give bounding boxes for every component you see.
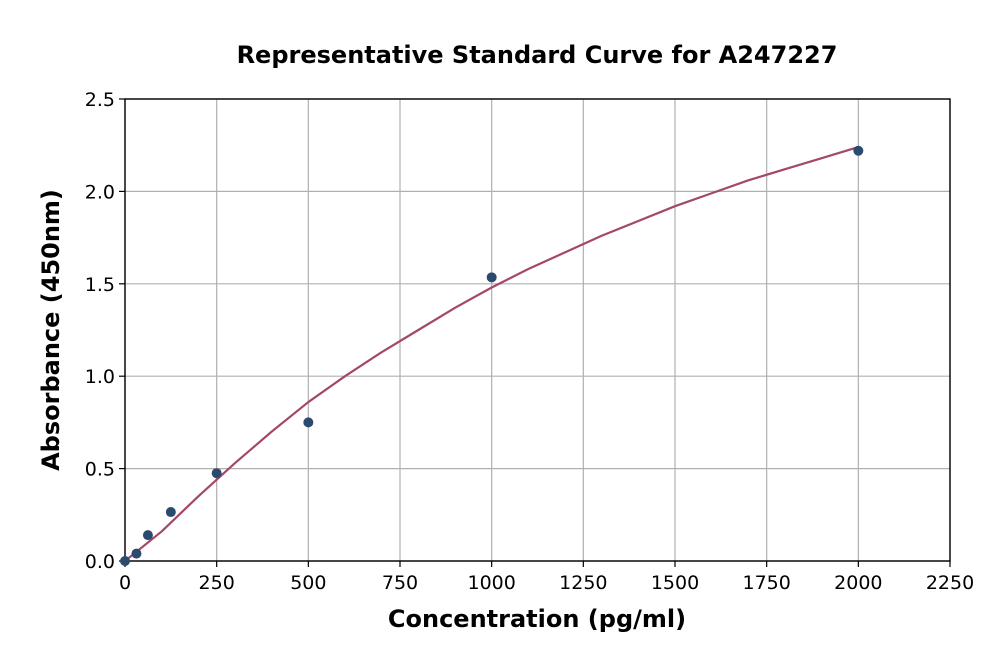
y-tick-label: 0.5 — [85, 459, 115, 481]
y-axis-label: Absorbance (450nm) — [37, 189, 65, 471]
x-tick-label: 1000 — [467, 572, 515, 594]
x-tick-label: 1500 — [651, 572, 699, 594]
y-tick-label: 1.0 — [85, 366, 115, 388]
data-point — [120, 556, 130, 566]
axes — [124, 98, 951, 562]
data-point — [211, 468, 222, 479]
y-tick-label: 2.5 — [85, 89, 115, 111]
x-axis-label: Concentration (pg/ml) — [388, 605, 686, 633]
data-point — [165, 507, 176, 518]
data-point — [142, 530, 153, 541]
data-point — [486, 272, 497, 283]
plot-frame — [124, 98, 951, 562]
x-tick-label: 2000 — [834, 572, 882, 594]
x-tick-label: 1250 — [559, 572, 607, 594]
x-tick-label: 750 — [382, 572, 418, 594]
x-axis-ticks: 0 250 500 750 1000 1250 1500 1750 2000 2250 — [119, 561, 974, 594]
y-tick-label: 2.0 — [85, 181, 115, 203]
fit-curve — [124, 145, 859, 562]
x-tick-label: 2250 — [926, 572, 974, 594]
fit-curve-layer — [124, 145, 859, 562]
data-point — [853, 145, 864, 156]
x-tick-label: 500 — [290, 572, 326, 594]
grid-lines — [124, 98, 951, 562]
chart-title: Representative Standard Curve for A24722… — [237, 41, 838, 69]
y-axis-ticks: 0.0 0.5 1.0 1.5 2.0 2.5 — [85, 89, 125, 573]
data-point — [303, 417, 314, 428]
x-tick-label: 1750 — [742, 572, 790, 594]
y-tick-label: 1.5 — [85, 274, 115, 296]
x-tick-label: 0 — [119, 572, 131, 594]
data-points — [120, 145, 864, 566]
x-tick-label: 250 — [199, 572, 235, 594]
y-tick-label: 0.0 — [85, 551, 115, 573]
data-point — [131, 548, 142, 559]
